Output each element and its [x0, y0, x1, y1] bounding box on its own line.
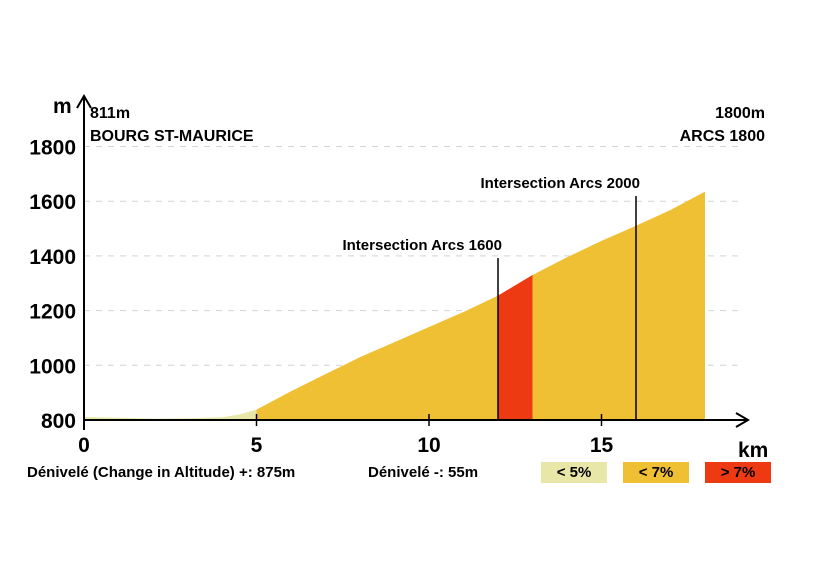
end-altitude: 1800m	[715, 105, 765, 122]
altitude-gain: Dénivelé (Change in Altitude) +: 875m	[27, 464, 296, 481]
y-tick-label: 1600	[29, 191, 76, 214]
tick-labels: 800 1000 1200 1400 1600 1800 0 5 10 15	[29, 137, 613, 458]
legend-item-under-7: < 7%	[623, 462, 689, 483]
marker-label-1: Intersection Arcs 2000	[480, 175, 640, 192]
start-place: BOURG ST-MAURICE	[90, 128, 254, 145]
intersection-markers: Intersection Arcs 1600 Intersection Arcs …	[342, 175, 640, 420]
y-tick-label: 1800	[29, 137, 76, 160]
gradient-segment-3	[532, 191, 705, 420]
y-tick-label: 1000	[29, 355, 76, 378]
marker-label-0: Intersection Arcs 1600	[342, 237, 502, 254]
gradient-segment-2	[498, 275, 533, 420]
altitude-loss: Dénivelé -: 55m	[368, 464, 479, 481]
gradient-segment-1	[256, 295, 498, 420]
end-place: ARCS 1800	[680, 128, 765, 145]
gradient-areas	[84, 191, 705, 420]
x-tick-label: 5	[251, 434, 263, 457]
legend-item-under-5: < 5%	[541, 462, 607, 483]
y-axis-arrow	[76, 94, 92, 109]
legend-item-over-7: > 7%	[705, 462, 771, 483]
x-tick-label: 15	[590, 434, 614, 457]
axes	[76, 94, 750, 430]
y-axis-label: m	[53, 95, 72, 118]
x-axis-arrow	[735, 412, 750, 428]
x-tick-label: 0	[78, 434, 90, 457]
y-tick-label: 1400	[29, 246, 76, 269]
y-tick-label: 800	[41, 410, 76, 433]
x-axis-label: km	[738, 439, 768, 462]
gradient-segment-0	[84, 409, 257, 420]
x-tick-label: 10	[417, 434, 440, 457]
start-altitude: 811m	[90, 105, 130, 122]
y-tick-label: 1200	[29, 301, 76, 324]
